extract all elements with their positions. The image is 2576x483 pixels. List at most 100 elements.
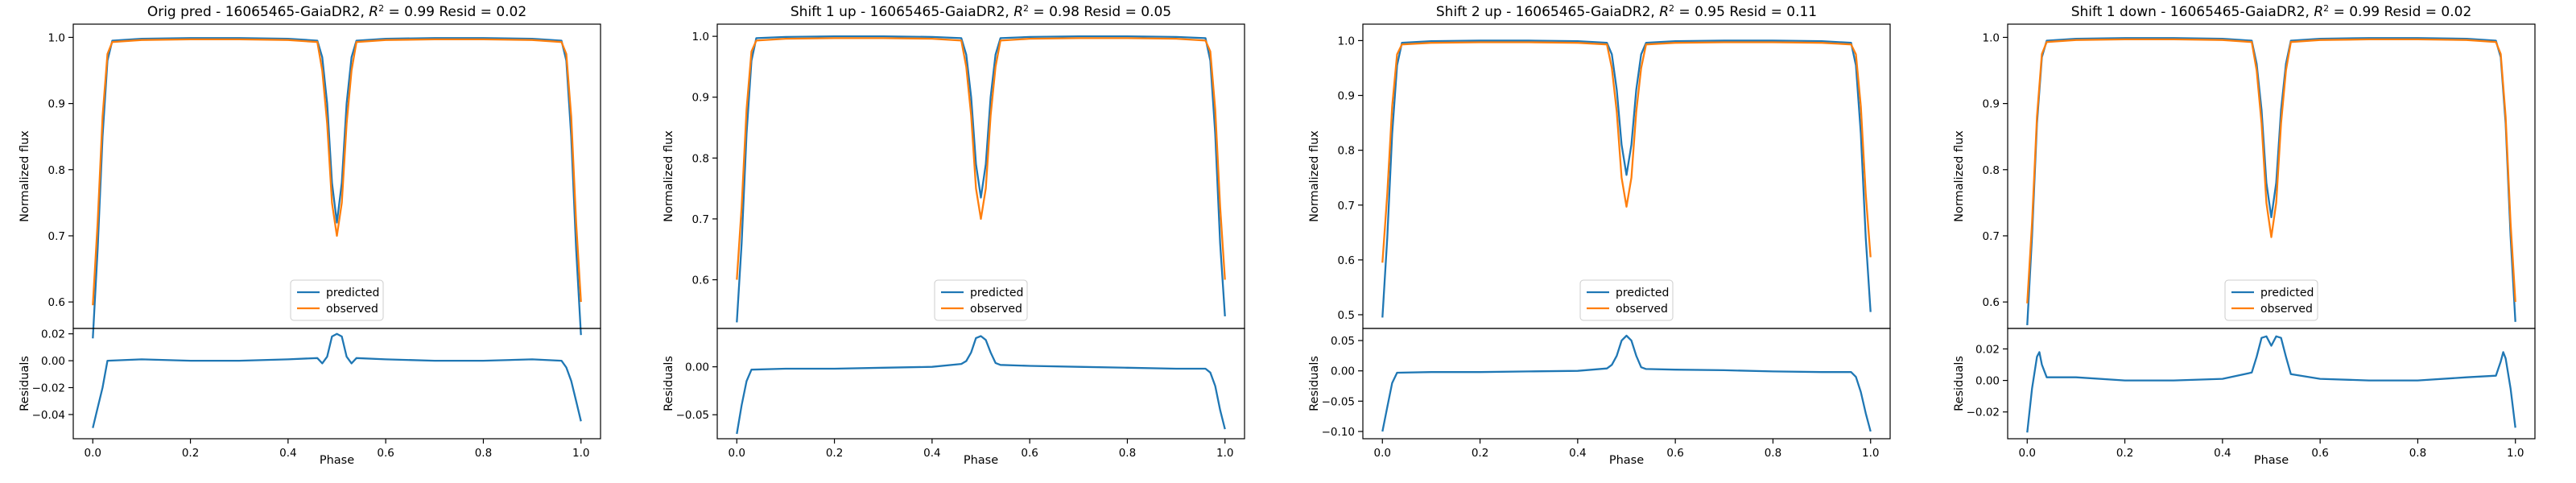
chart-title: Shift 2 up - 16065465-GaiaDR2, R2 = 0.95… — [1436, 3, 1817, 21]
x-tick-label: 0.8 — [1765, 447, 1781, 460]
series-line-observed — [2026, 38, 2516, 303]
series-line-observed — [736, 37, 1226, 280]
y-tick-label: 0.7 — [692, 213, 709, 226]
residuals-line — [92, 332, 582, 428]
legend-box — [934, 279, 1028, 321]
residual-axis-label: Residuals — [1308, 356, 1321, 411]
x-axis-label: Phase — [320, 454, 354, 467]
resid-y-tick-label: −0.05 — [676, 409, 709, 422]
y-axis-label: Normalized flux — [663, 130, 675, 222]
x-tick-label: 0.4 — [279, 447, 296, 460]
residual-axes-frame — [72, 328, 601, 440]
x-tick-label: 1.0 — [572, 447, 589, 460]
x-axis-label: Phase — [1609, 454, 1644, 467]
resid-y-tick-label: 0.02 — [1975, 343, 2000, 356]
legend-box — [2224, 279, 2318, 321]
x-tick-label: 1.0 — [1862, 447, 1879, 460]
y-tick-label: 0.9 — [48, 98, 65, 111]
series-line-predicted — [92, 37, 582, 339]
legend-box — [290, 279, 384, 321]
x-tick-label: 0.6 — [1666, 447, 1683, 460]
x-tick-label: 0.4 — [923, 447, 940, 460]
legend: predicted observed — [290, 279, 384, 321]
series-line-predicted — [1381, 39, 1872, 318]
legend-label-predicted: predicted — [2260, 287, 2314, 299]
x-tick-label: 0.0 — [85, 447, 101, 460]
series-line-predicted — [736, 35, 1226, 323]
y-tick-label: 0.6 — [48, 296, 65, 309]
residual-axes-frame — [716, 328, 1245, 440]
legend-box — [1579, 279, 1674, 321]
y-tick-label: 0.6 — [1983, 296, 2000, 309]
x-tick-label: 1.0 — [2507, 447, 2524, 460]
legend: predicted observed — [2224, 279, 2318, 321]
y-tick-label: 0.9 — [1338, 90, 1355, 103]
resid-y-tick-label: −0.10 — [1322, 426, 1355, 439]
resid-y-tick-label: 0.00 — [1331, 365, 1355, 378]
y-axis-label: Normalized flux — [19, 130, 31, 222]
legend: predicted observed — [934, 279, 1028, 321]
series-line-predicted — [2026, 37, 2516, 325]
chart-title: Shift 1 up - 16065465-GaiaDR2, R2 = 0.98… — [791, 3, 1171, 21]
y-tick-label: 0.6 — [1338, 254, 1355, 267]
y-tick-label: 0.9 — [692, 92, 709, 105]
panel-2: Shift 1 up - 16065465-GaiaDR2, R2 = 0.98… — [663, 3, 1245, 467]
x-tick-label: 0.0 — [1374, 447, 1391, 460]
panel-1: Orig pred - 16065465-GaiaDR2, R2 = 0.99 … — [19, 3, 601, 467]
y-tick-label: 0.8 — [1983, 164, 2000, 177]
x-tick-label: 1.0 — [1216, 447, 1233, 460]
x-tick-label: 0.6 — [377, 447, 394, 460]
x-tick-label: 0.6 — [1021, 447, 1038, 460]
x-tick-label: 0.8 — [1119, 447, 1136, 460]
resid-y-tick-label: −0.04 — [32, 409, 65, 422]
legend-label-predicted: predicted — [326, 287, 379, 299]
y-tick-label: 1.0 — [48, 31, 65, 44]
y-tick-label: 0.8 — [1338, 145, 1355, 158]
x-tick-label: 0.4 — [2214, 447, 2231, 460]
panel-3: Shift 2 up - 16065465-GaiaDR2, R2 = 0.95… — [1308, 3, 1891, 467]
y-tick-label: 0.8 — [48, 164, 65, 177]
chart-title: Shift 1 down - 16065465-GaiaDR2, R2 = 0.… — [2071, 3, 2472, 21]
residual-axes-frame — [1362, 328, 1891, 440]
residuals-line — [736, 335, 1226, 435]
legend: predicted observed — [1579, 279, 1674, 321]
x-tick-label: 0.4 — [1569, 447, 1586, 460]
x-tick-label: 0.8 — [2409, 447, 2426, 460]
residuals-line — [1381, 334, 1872, 432]
resid-y-tick-label: −0.05 — [1322, 395, 1355, 408]
resid-y-tick-label: 0.02 — [41, 328, 65, 341]
resid-y-tick-label: 0.00 — [685, 361, 709, 374]
series-line-observed — [1381, 41, 1872, 263]
resid-y-tick-label: 0.00 — [41, 355, 65, 368]
y-axis-label: Normalized flux — [1953, 130, 1966, 222]
resid-y-tick-label: −0.02 — [1967, 407, 2000, 419]
residuals-line — [2026, 335, 2516, 433]
y-tick-label: 0.7 — [1338, 200, 1355, 213]
x-axis-label: Phase — [964, 454, 998, 467]
resid-y-tick-label: 0.05 — [1331, 335, 1355, 348]
residual-axes-frame — [2007, 328, 2536, 440]
legend-label-predicted: predicted — [1616, 287, 1669, 299]
resid-y-tick-label: −0.02 — [32, 382, 65, 395]
residual-axis-label: Residuals — [1953, 356, 1966, 411]
panel-4: Shift 1 down - 16065465-GaiaDR2, R2 = 0.… — [1953, 3, 2536, 467]
x-axis-label: Phase — [2254, 454, 2289, 467]
y-tick-label: 1.0 — [692, 31, 709, 43]
y-tick-label: 1.0 — [1338, 35, 1355, 47]
y-tick-label: 0.6 — [692, 275, 709, 287]
y-tick-label: 0.8 — [692, 152, 709, 165]
legend-label-observed: observed — [970, 303, 1022, 316]
x-tick-label: 0.6 — [2311, 447, 2328, 460]
x-tick-label: 0.2 — [826, 447, 843, 460]
x-tick-label: 0.0 — [2019, 447, 2036, 460]
y-tick-label: 0.5 — [1338, 309, 1355, 322]
y-tick-label: 0.7 — [1983, 230, 2000, 243]
x-tick-label: 0.0 — [729, 447, 745, 460]
x-tick-label: 0.2 — [182, 447, 199, 460]
residual-axis-label: Residuals — [663, 356, 675, 411]
x-tick-label: 0.8 — [475, 447, 492, 460]
y-tick-label: 0.7 — [48, 230, 65, 243]
residual-axis-label: Residuals — [19, 356, 31, 411]
y-tick-label: 1.0 — [1983, 31, 2000, 44]
